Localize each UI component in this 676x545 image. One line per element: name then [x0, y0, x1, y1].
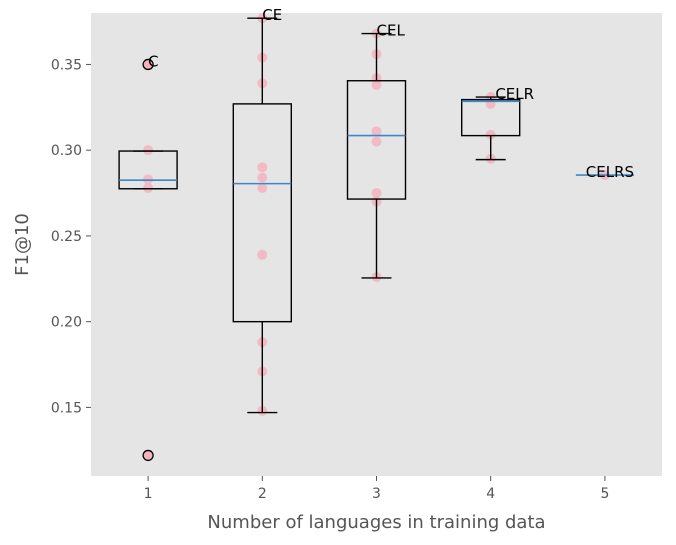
- x-tick-label: 2: [258, 486, 267, 502]
- box: [346, 80, 407, 200]
- data-point: [257, 249, 268, 260]
- box-group-3: CEL: [346, 22, 407, 279]
- y-axis: 0.15 0.20 0.25 0.30 0.35: [51, 57, 91, 416]
- boxes: C CE CEL CELR CELRS: [118, 6, 634, 462]
- data-point: [371, 136, 382, 147]
- y-tick-label: 0.15: [51, 400, 82, 416]
- y-tick-label: 0.20: [51, 315, 82, 331]
- box-group-4: CELR: [461, 85, 534, 161]
- box: [461, 98, 521, 137]
- annotation-ce: CE: [262, 6, 282, 24]
- y-tick-label: 0.25: [51, 229, 82, 245]
- data-point: [257, 162, 268, 173]
- x-tick-label: 4: [486, 486, 495, 502]
- x-tick-label: 5: [600, 486, 609, 502]
- outlier-point: [142, 58, 154, 71]
- data-point: [371, 188, 382, 199]
- x-tick-label: 1: [144, 486, 153, 502]
- box-group-1: C: [118, 52, 178, 462]
- annotation-cel: CEL: [377, 22, 406, 40]
- data-point: [143, 174, 154, 185]
- data-point: [485, 98, 496, 109]
- x-axis-label: Number of languages in training data: [207, 512, 545, 533]
- y-tick-label: 0.35: [51, 57, 82, 73]
- annotation-c: C: [148, 52, 158, 70]
- box-group-5: CELRS: [575, 163, 634, 181]
- data-point: [143, 145, 154, 156]
- data-point: [371, 80, 382, 91]
- annotation-celrs: CELRS: [586, 163, 634, 181]
- y-tick-label: 0.30: [51, 143, 82, 159]
- box: [232, 103, 293, 323]
- data-point: [257, 182, 268, 193]
- data-point: [371, 126, 382, 137]
- data-point: [257, 172, 268, 183]
- annotation-celr: CELR: [495, 85, 534, 103]
- box-group-2: CE: [232, 6, 293, 414]
- x-tick-label: 3: [372, 486, 381, 502]
- data-point: [485, 129, 496, 140]
- x-axis: 1 2 3 4 5: [144, 476, 609, 502]
- data-point: [143, 182, 154, 193]
- box: [118, 150, 178, 190]
- y-axis-label: F1@10: [12, 213, 33, 276]
- outlier-point: [142, 449, 154, 462]
